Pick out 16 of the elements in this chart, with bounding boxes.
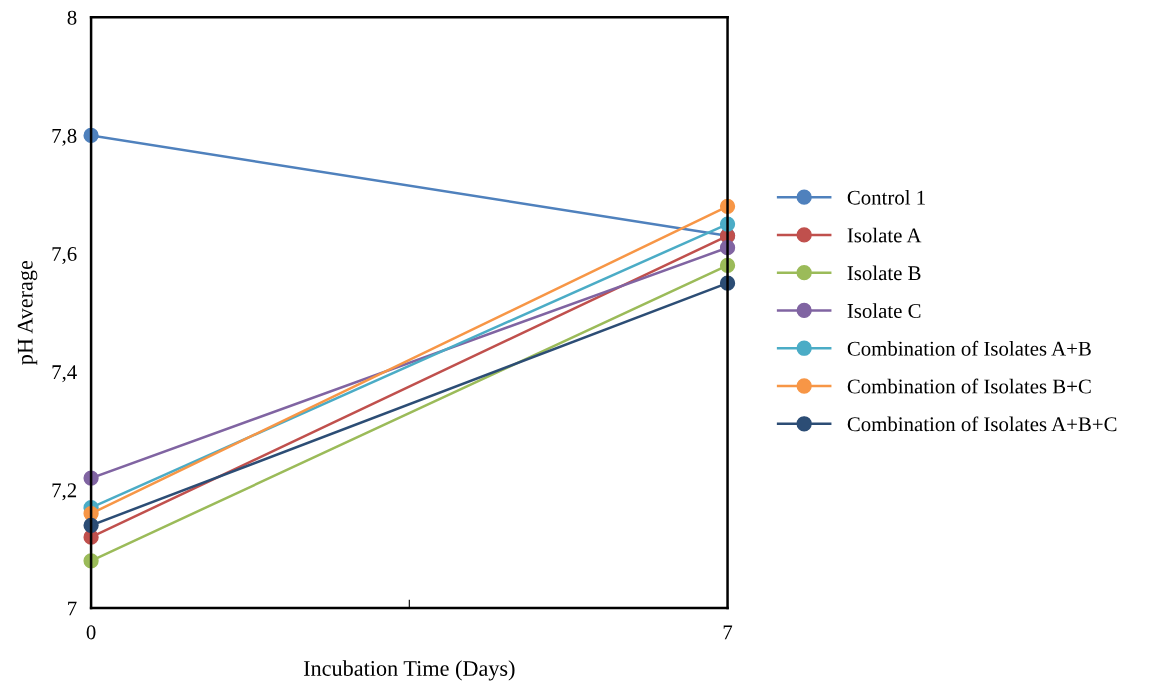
x-tick-label: 0 xyxy=(86,625,96,640)
legend-label: Isolate C xyxy=(847,303,921,318)
y-tick-label: 7,8 xyxy=(52,128,77,146)
y-tick-label: 7 xyxy=(68,601,77,616)
legend-label: Combination of Isolates A+B+C xyxy=(847,416,1117,432)
y-tick-label: 8 xyxy=(67,10,77,25)
y-tick-label: 7,6 xyxy=(52,247,77,265)
y-tick-label: 7,4 xyxy=(52,365,77,383)
y-axis-title: pH Average xyxy=(17,260,38,365)
legend-label: Isolate A xyxy=(847,227,922,243)
legend-label: Isolate B xyxy=(847,265,921,281)
y-tick-label: 7,2 xyxy=(52,483,77,501)
legend-label: Combination of Isolates B+C xyxy=(847,378,1091,394)
x-axis-title: Incubation Time (Days) xyxy=(303,660,515,681)
legend-label: Control 1 xyxy=(847,189,925,205)
legend-label: Combination of Isolates A+B xyxy=(847,340,1091,356)
